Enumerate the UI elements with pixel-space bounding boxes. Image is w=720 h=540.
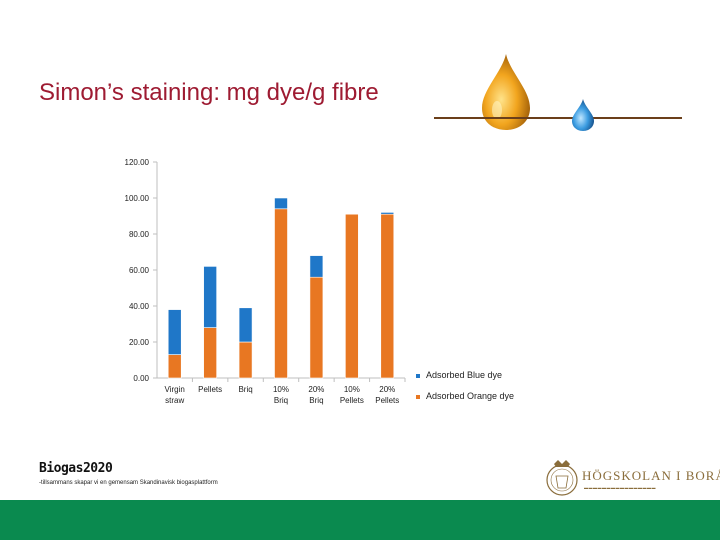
legend-swatch-blue: [416, 373, 420, 378]
x-tick-label: Briq: [238, 385, 252, 394]
y-tick-label: 100.00: [125, 194, 150, 203]
y-tick-label: 120.00: [125, 158, 150, 167]
school-subtitle-mark: ▬▬▬▬▬▬▬▬▬▬▬▬▬▬▬▬: [584, 485, 656, 490]
x-tick-label: Briq: [309, 396, 323, 405]
school-seal-icon: [546, 460, 578, 496]
y-tick-label: 80.00: [129, 230, 150, 239]
legend-item-orange: Adsorbed Orange dye: [416, 391, 514, 401]
blue-drop-icon: [572, 99, 594, 131]
y-tick-label: 40.00: [129, 302, 150, 311]
bar-orange: [345, 213, 359, 379]
legend-label-orange: Adsorbed Orange dye: [426, 391, 515, 401]
y-tick-label: 0.00: [133, 374, 149, 383]
header-rule: [434, 117, 682, 119]
x-tick-label: Pellets: [198, 385, 222, 394]
x-tick-label: straw: [165, 396, 184, 405]
footer-brand: Biogas2020: [39, 461, 113, 476]
bar-blue: [203, 266, 217, 328]
bar-orange: [380, 213, 395, 379]
bar-blue: [238, 307, 253, 343]
y-tick-label: 60.00: [129, 266, 150, 275]
bar-orange: [167, 354, 182, 379]
bar-orange: [238, 341, 253, 379]
page-title: Simon’s staining: mg dye/g fibre: [39, 79, 379, 106]
x-tick-label: 10%: [273, 385, 289, 394]
x-tick-label: 20%: [379, 385, 395, 394]
legend-swatch-orange: [416, 394, 420, 399]
x-tick-label: Virgin: [165, 385, 185, 394]
bottom-bar: [0, 500, 720, 540]
bar-blue: [380, 212, 395, 215]
x-tick-label: Briq: [274, 396, 288, 405]
bar-orange: [274, 208, 288, 379]
x-tick-label: Pellets: [340, 396, 364, 405]
y-tick-label: 20.00: [129, 338, 150, 347]
school-name: HÖGSKOLAN I BORÅS: [582, 468, 720, 483]
x-tick-label: Pellets: [375, 396, 399, 405]
legend-label-blue: Adsorbed Blue dye: [426, 370, 503, 380]
x-tick-label: 20%: [308, 385, 324, 394]
bar-blue: [274, 197, 288, 210]
bar-blue: [167, 309, 182, 355]
footer-tagline: -tillsammans skapar vi en gemensam Skand…: [39, 480, 218, 486]
bar-blue: [309, 255, 324, 278]
x-tick-label: 10%: [344, 385, 360, 394]
orange-drop-icon: [482, 54, 530, 130]
legend-item-blue: Adsorbed Blue dye: [416, 370, 502, 380]
bar-orange: [203, 327, 217, 379]
bar-orange: [309, 276, 324, 379]
